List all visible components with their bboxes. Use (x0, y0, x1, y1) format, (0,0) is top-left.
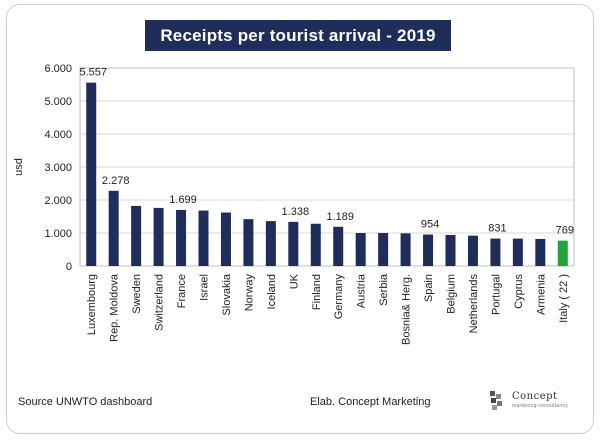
bar (378, 233, 389, 266)
x-tick-label: Portugal (490, 274, 502, 315)
y-tick-label: 6.000 (44, 63, 72, 75)
data-label: 1.189 (326, 211, 354, 223)
bar (265, 221, 276, 266)
data-label: 954 (421, 219, 439, 231)
bar (445, 234, 456, 266)
bar (176, 209, 187, 266)
x-tick-label: Rep. Moldova (109, 273, 121, 342)
x-tick-label: Switzerland (154, 274, 166, 331)
y-tick-label: 1.000 (44, 228, 72, 240)
y-tick-label: 0 (66, 261, 72, 273)
bar (108, 190, 119, 266)
logo-name: Concept (512, 391, 558, 402)
x-tick-label: Bosnia& Herg. (401, 274, 413, 345)
data-label: 5.557 (79, 67, 107, 79)
bar (512, 238, 523, 266)
bar (288, 221, 299, 266)
x-tick-label: Netherlands (468, 274, 480, 334)
bar (490, 238, 501, 266)
logo-tagline: marketing consultancy (512, 403, 569, 409)
x-tick-label: Iceland (266, 274, 278, 309)
bar (153, 207, 164, 266)
x-tick-label: Israel (199, 274, 211, 301)
source-note: Source UNWTO dashboard (18, 396, 153, 408)
bar (355, 233, 366, 266)
y-tick-label: 4.000 (44, 129, 72, 141)
elaboration-note: Elab. Concept Marketing (310, 396, 431, 408)
x-tick-label: Spain (423, 274, 435, 302)
y-tick-label: 2.000 (44, 195, 72, 207)
x-tick-label: Sweden (131, 274, 143, 314)
x-tick-label: Armenia (535, 273, 547, 315)
bar (131, 205, 142, 266)
data-label: 831 (488, 223, 506, 235)
plot-area (79, 67, 575, 267)
x-tick-label: France (176, 274, 188, 308)
x-tick-label: Cyprus (513, 274, 525, 309)
x-tick-label: Austria (356, 273, 368, 308)
bar (467, 235, 478, 266)
x-tick-label: Norway (243, 274, 255, 312)
bar (400, 233, 411, 266)
bar (220, 212, 231, 266)
x-tick-label: Serbia (378, 273, 390, 306)
x-tick-label: Slovakia (221, 273, 233, 315)
x-tick-label: Finland (311, 274, 323, 310)
chart-frame (6, 4, 594, 434)
chart-title: Receipts per tourist arrival - 2019 (145, 20, 451, 51)
bar (333, 226, 344, 266)
concept-logo-icon (490, 391, 502, 410)
bar (423, 234, 434, 266)
bar (198, 210, 209, 266)
y-axis-label: usd (13, 158, 25, 176)
x-tick-label: Italy ( 22 ) (558, 274, 570, 323)
bar (243, 219, 254, 266)
x-tick-label: Luxembourg (86, 274, 98, 335)
data-label: 1.699 (169, 194, 197, 206)
bar (310, 223, 321, 266)
bar (535, 238, 546, 266)
x-tick-label: UK (288, 273, 300, 289)
x-tick-label: Germany (333, 274, 345, 320)
bar (557, 240, 568, 266)
y-tick-label: 5.000 (44, 96, 72, 108)
data-label: 769 (556, 225, 574, 237)
bar (86, 82, 97, 266)
data-label: 1.338 (282, 206, 310, 218)
data-label: 2.278 (102, 175, 130, 187)
x-tick-label: Belgium (446, 274, 458, 314)
y-tick-label: 3.000 (44, 162, 72, 174)
